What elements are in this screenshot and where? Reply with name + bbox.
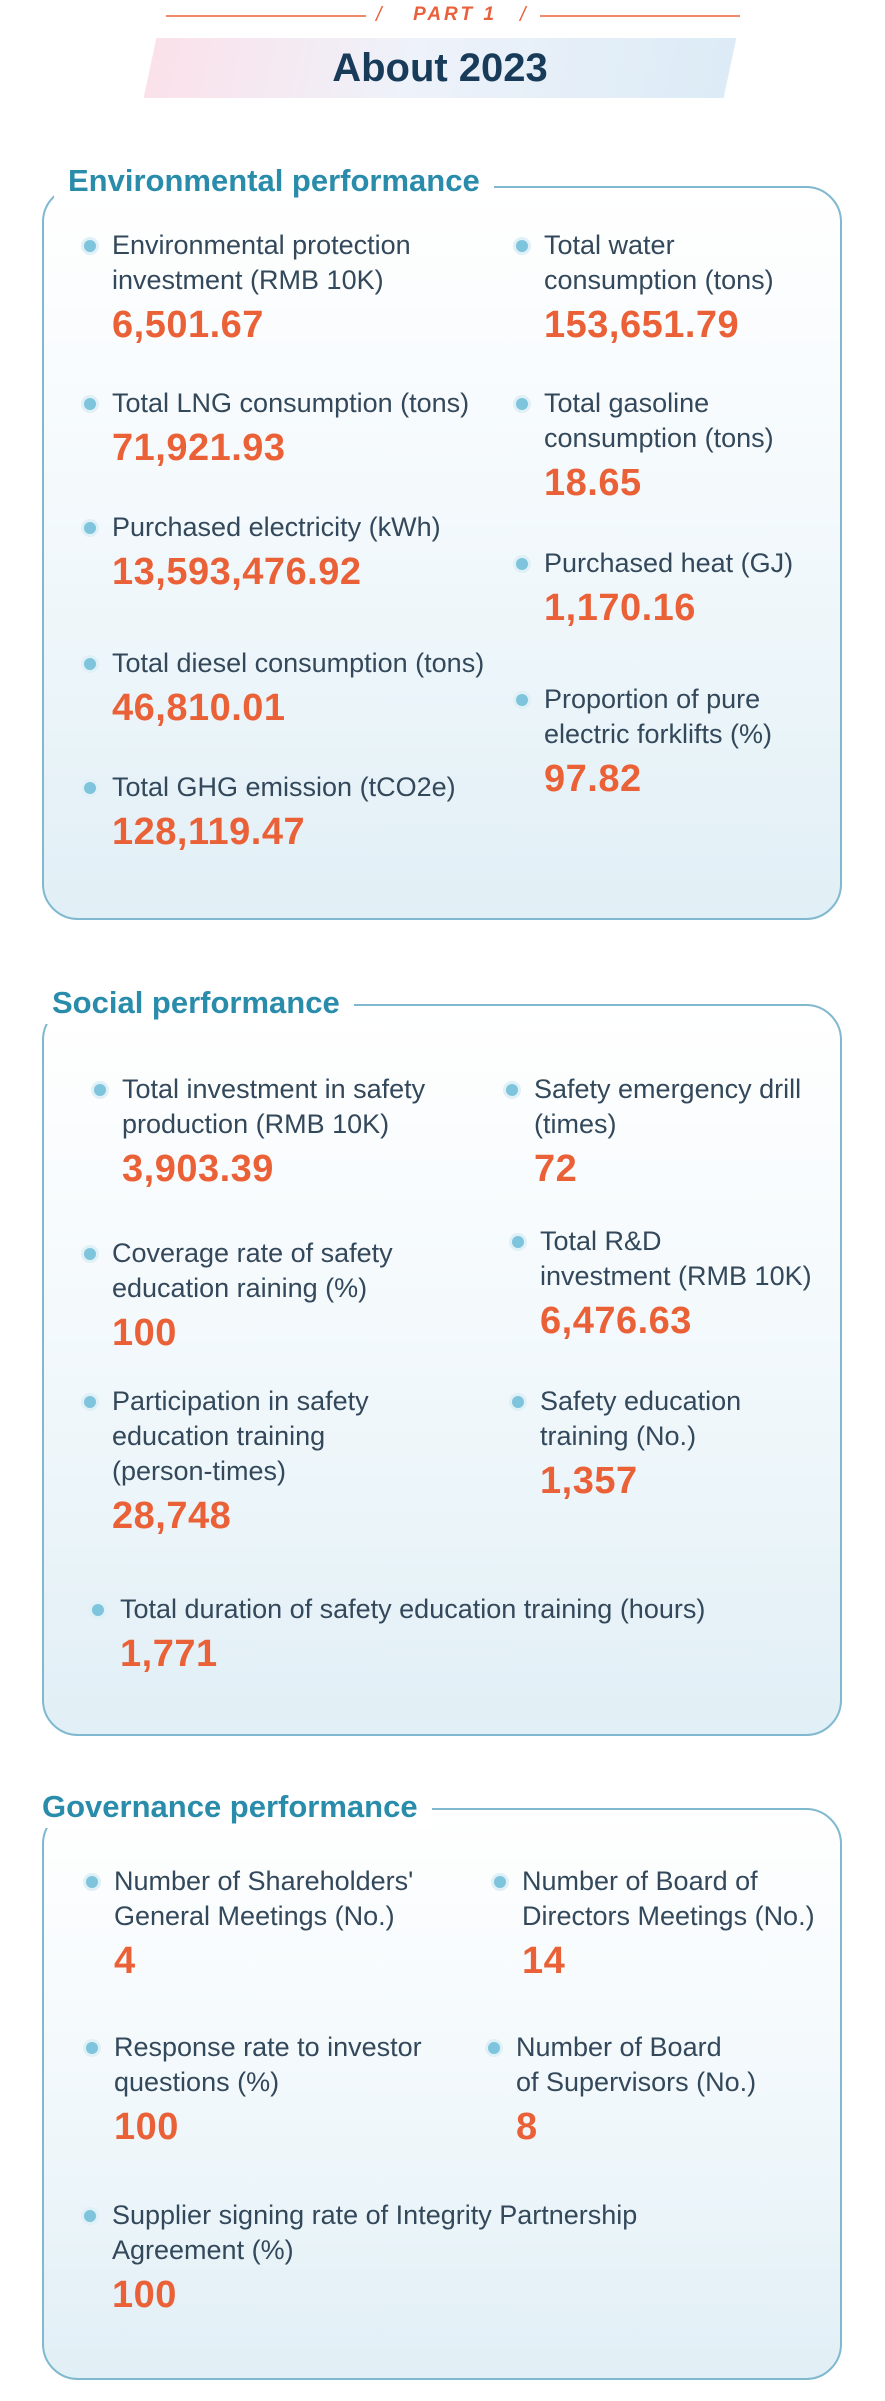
bullet-icon	[92, 1604, 104, 1616]
metric-value: 100	[114, 2106, 179, 2148]
bullet-icon	[512, 1236, 524, 1248]
metric-value: 1,771	[120, 1633, 218, 1675]
part-marker: / PART 1 /	[0, 4, 885, 28]
divider-line	[166, 15, 366, 17]
metric-value: 1,357	[540, 1460, 638, 1502]
metric-label: Total duration of safety education train…	[120, 1594, 706, 1624]
metric-item: Total LNG consumption (tons) 71,921.93	[84, 386, 470, 471]
metric-item: Supplier signing rate of Integrity Partn…	[84, 2198, 638, 2318]
metric-label: Total LNG consumption (tons)	[112, 388, 470, 418]
slash-mark: /	[520, 4, 526, 26]
section-title-social: Social performance	[38, 982, 354, 1024]
metric-value: 6,476.63	[540, 1300, 692, 1342]
metric-value: 153,651.79	[544, 304, 740, 346]
metric-item: Total water consumption (tons) 153,651.7…	[516, 228, 774, 348]
metric-item: Safety emergency drill (times) 72	[506, 1072, 802, 1192]
metric-item: Total investment in safety production (R…	[94, 1072, 426, 1192]
bullet-icon	[488, 2042, 500, 2054]
bullet-icon	[516, 398, 528, 410]
metric-value: 18.65	[544, 462, 642, 504]
metric-value: 3,903.39	[122, 1148, 274, 1190]
part-label: PART 1	[413, 4, 497, 25]
metric-item: Purchased heat (GJ) 1,170.16	[516, 546, 794, 631]
metric-item: Proportion of pure electric forklifts (%…	[516, 682, 773, 802]
metric-label: Purchased electricity (kWh)	[112, 512, 441, 542]
section-title-environmental: Environmental performance	[54, 160, 494, 202]
metric-value: 1,170.16	[544, 587, 696, 629]
metric-label: Proportion of pure electric forklifts (%…	[544, 684, 773, 749]
bullet-icon	[84, 398, 96, 410]
bullet-icon	[84, 658, 96, 670]
bullet-icon	[494, 1876, 506, 1888]
metric-value: 97.82	[544, 758, 642, 800]
page-title: About 2023	[332, 46, 548, 90]
metric-label: Total gasoline consumption (tons)	[544, 388, 774, 453]
metric-value: 100	[112, 2274, 177, 2316]
metric-label: Supplier signing rate of Integrity Partn…	[112, 2200, 638, 2265]
bullet-icon	[516, 694, 528, 706]
bullet-icon	[84, 1396, 96, 1408]
metric-value: 100	[112, 1312, 177, 1354]
metric-value: 6,501.67	[112, 304, 264, 346]
page-header: / PART 1 / About 2023	[0, 0, 885, 110]
metric-label: Safety emergency drill (times)	[534, 1074, 802, 1139]
metric-item: Total gasoline consumption (tons) 18.65	[516, 386, 774, 506]
metric-item: Number of Board of Supervisors (No.) 8	[488, 2030, 757, 2150]
bullet-icon	[512, 1396, 524, 1408]
metric-value: 71,921.93	[112, 427, 286, 469]
metric-label: Number of Board of Directors Meetings (N…	[522, 1866, 815, 1931]
metric-value: 28,748	[112, 1495, 232, 1537]
governance-panel: Number of Shareholders' General Meetings…	[42, 1808, 842, 2380]
metric-item: Safety education training (No.) 1,357	[512, 1384, 742, 1504]
metric-value: 4	[114, 1940, 136, 1982]
metric-label: Environmental protection investment (RMB…	[112, 230, 411, 295]
metric-item: Participation in safety education traini…	[84, 1384, 369, 1539]
metric-item: Number of Board of Directors Meetings (N…	[494, 1864, 815, 1984]
bullet-icon	[84, 240, 96, 252]
metric-label: Coverage rate of safety education rainin…	[112, 1238, 393, 1303]
bullet-icon	[86, 1876, 98, 1888]
section-title-governance: Governance performance	[28, 1786, 432, 1828]
bullet-icon	[84, 1248, 96, 1260]
bullet-icon	[86, 2042, 98, 2054]
metric-label: Total diesel consumption (tons)	[112, 648, 485, 678]
metric-value: 46,810.01	[112, 687, 286, 729]
metric-label: Total water consumption (tons)	[544, 230, 774, 295]
bullet-icon	[94, 1084, 106, 1096]
metric-item: Total GHG emission (tCO2e) 128,119.47	[84, 770, 456, 855]
metric-label: Safety education training (No.)	[540, 1386, 742, 1451]
metric-item: Total diesel consumption (tons) 46,810.0…	[84, 646, 485, 731]
metric-value: 72	[534, 1148, 578, 1190]
divider-line	[540, 15, 740, 17]
metric-value: 14	[522, 1940, 566, 1982]
bullet-icon	[84, 522, 96, 534]
metric-item: Total duration of safety education train…	[92, 1592, 706, 1677]
bullet-icon	[84, 782, 96, 794]
metric-label: Total investment in safety production (R…	[122, 1074, 426, 1139]
metric-label: Total R&D investment (RMB 10K)	[540, 1226, 812, 1291]
bullet-icon	[84, 2210, 96, 2222]
metric-label: Number of Board of Supervisors (No.)	[516, 2032, 757, 2097]
metric-value: 128,119.47	[112, 811, 306, 853]
metric-value: 13,593,476.92	[112, 551, 362, 593]
metric-label: Number of Shareholders' General Meetings…	[114, 1866, 414, 1931]
metric-item: Purchased electricity (kWh) 13,593,476.9…	[84, 510, 441, 595]
metric-label: Participation in safety education traini…	[112, 1386, 369, 1486]
metric-item: Total R&D investment (RMB 10K) 6,476.63	[512, 1224, 812, 1344]
environmental-panel: Environmental protection investment (RMB…	[42, 186, 842, 920]
bullet-icon	[516, 240, 528, 252]
metric-item: Number of Shareholders' General Meetings…	[86, 1864, 414, 1984]
metric-item: Response rate to investor questions (%) …	[86, 2030, 422, 2150]
social-panel: Total investment in safety production (R…	[42, 1004, 842, 1736]
metric-label: Response rate to investor questions (%)	[114, 2032, 422, 2097]
bullet-icon	[516, 558, 528, 570]
metric-value: 8	[516, 2106, 538, 2148]
metric-item: Coverage rate of safety education rainin…	[84, 1236, 393, 1356]
slash-mark: /	[376, 4, 382, 26]
metric-label: Purchased heat (GJ)	[544, 548, 794, 578]
bullet-icon	[506, 1084, 518, 1096]
metric-item: Environmental protection investment (RMB…	[84, 228, 411, 348]
metric-label: Total GHG emission (tCO2e)	[112, 772, 456, 802]
